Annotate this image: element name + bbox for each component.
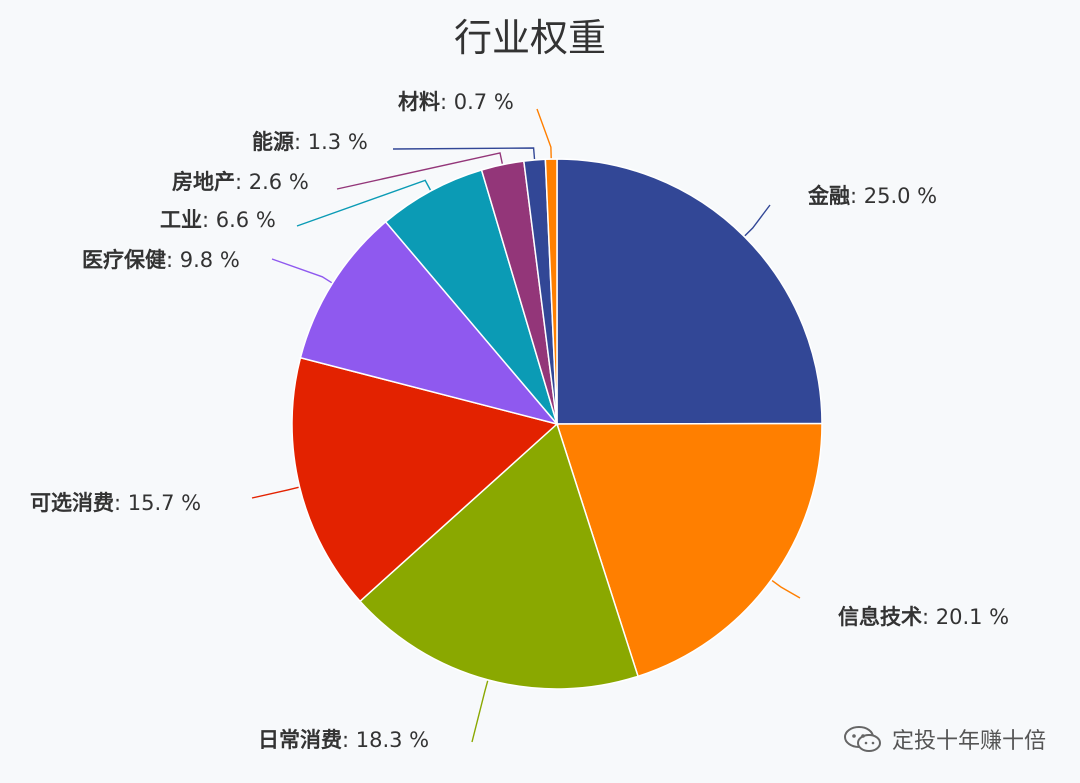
pie-slices [291,158,823,690]
slice-label-name: 可选消费 [30,491,114,515]
pie-slice[interactable] [291,356,559,603]
slice-label-name: 医疗保健 [82,248,166,272]
leader-line [471,680,489,743]
slice-label: 房地产: 2.6 % [172,170,309,194]
pie-slice[interactable] [299,220,560,426]
slice-label-value: : 25.0 % [850,184,937,208]
slice-label: 信息技术: 20.1 % [838,605,1009,629]
pie-labels: 金融: 25.0 %信息技术: 20.1 %日常消费: 18.3 %可选消费: … [30,90,1009,752]
pie-slice[interactable] [384,169,558,425]
slice-label: 日常消费: 18.3 % [258,728,429,752]
leader-line [771,580,801,599]
pie-slice[interactable] [358,422,639,690]
leader-line [251,486,299,499]
slice-label: 能源: 1.3 % [252,130,368,154]
slice-label-name: 工业 [160,208,202,232]
slice-label-value: : 15.7 % [114,491,201,515]
slice-label-name: 信息技术 [838,605,922,629]
label-leader-lines [251,108,801,743]
slice-label: 材料: 0.7 % [398,90,514,114]
slice-label: 金融: 25.0 % [807,184,937,208]
pie-slice[interactable] [556,158,823,425]
slice-label: 工业: 6.6 % [160,208,276,232]
leader-line [336,152,503,190]
pie-slice[interactable] [555,422,823,678]
slice-label-value: : 18.3 % [342,728,429,752]
leader-line [392,147,536,160]
slice-label-name: 能源 [252,130,294,154]
slice-label-value: : 9.8 % [166,248,240,272]
slice-label-value: : 6.6 % [202,208,276,232]
leader-line [536,108,552,159]
watermark: 定投十年赚十倍 [842,723,1046,755]
leader-line [296,179,432,227]
leader-line [744,204,771,237]
pie-slice[interactable] [544,158,558,425]
slice-label-value: : 2.6 % [235,170,309,194]
slice-label-name: 房地产 [172,170,235,194]
slice-label-value: : 20.1 % [922,605,1009,629]
leader-line [271,258,333,284]
slice-label-value: : 0.7 % [440,90,514,114]
slice-label-name: 日常消费 [258,728,342,752]
watermark-text: 定投十年赚十倍 [891,729,1046,754]
slice-label-name: 材料 [398,90,440,114]
slice-label: 可选消费: 15.7 % [30,491,201,515]
wechat-icon [843,726,881,752]
slice-label: 医疗保健: 9.8 % [82,248,240,272]
slice-label-value: : 1.3 % [294,130,368,154]
slice-label-name: 金融 [807,184,850,208]
chart-title: 行业权重 [454,16,606,60]
